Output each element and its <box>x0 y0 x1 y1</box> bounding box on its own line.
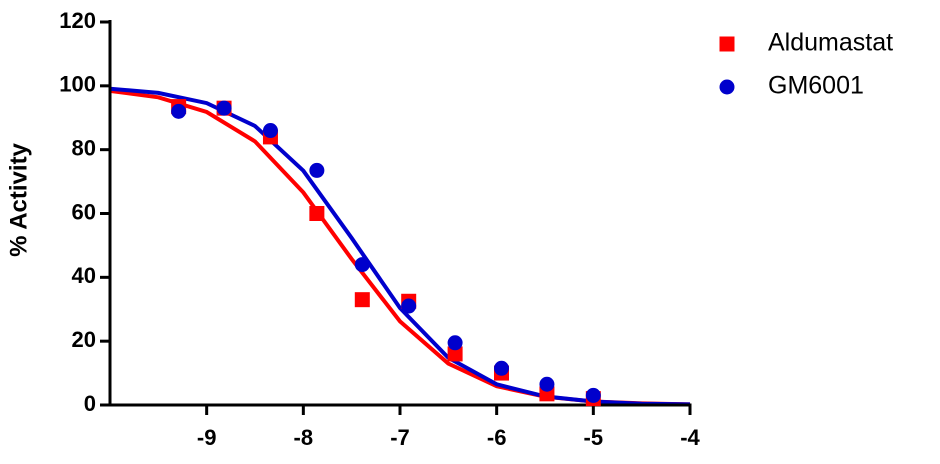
y-tick-label: 100 <box>59 72 96 97</box>
legend-marker <box>719 79 735 95</box>
fit-curve <box>109 86 691 407</box>
y-tick-label: 80 <box>72 135 96 160</box>
x-tick-label: -6 <box>487 425 507 450</box>
x-tick-label: -8 <box>294 425 314 450</box>
data-point <box>354 257 370 273</box>
data-point <box>309 162 325 178</box>
y-axis-label: % Activity <box>5 142 32 256</box>
legend-label: GM6001 <box>768 72 864 100</box>
data-point <box>401 298 417 314</box>
x-tick-label: -7 <box>390 425 410 450</box>
x-tick-label: -4 <box>680 425 700 450</box>
fit-curve <box>109 88 691 407</box>
data-point <box>585 387 601 403</box>
data-point <box>216 100 232 116</box>
data-point <box>171 103 187 119</box>
y-tick-label: 20 <box>72 327 96 352</box>
data-point <box>262 123 278 139</box>
data-point <box>494 360 509 376</box>
data-point <box>539 376 555 392</box>
legend-label: Aldumastat <box>768 29 893 57</box>
data-point <box>354 292 370 308</box>
data-point <box>309 206 325 221</box>
x-tick-label: -5 <box>584 425 604 450</box>
y-tick-label: 60 <box>72 199 96 224</box>
legend-marker <box>719 36 735 52</box>
y-tick-label: 120 <box>59 8 96 33</box>
x-tick-label: -9 <box>197 425 217 450</box>
data-point <box>447 346 463 362</box>
data-point <box>447 335 463 351</box>
y-tick-label: 40 <box>72 263 96 288</box>
y-tick-label: 0 <box>84 391 96 416</box>
